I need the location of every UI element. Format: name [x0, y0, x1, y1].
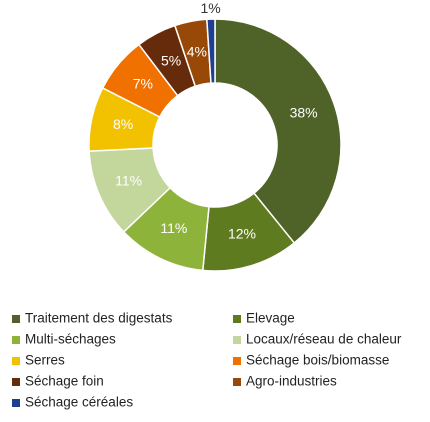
legend-label: Séchage foin — [25, 374, 104, 389]
data-label: 11% — [115, 173, 142, 189]
legend-label: Multi-séchages — [25, 332, 116, 347]
legend-label: Locaux/réseau de chaleur — [246, 332, 402, 347]
legend-label: Agro-industries — [246, 374, 337, 389]
legend-swatch — [12, 336, 20, 344]
legend-swatch — [12, 357, 20, 365]
legend-swatch — [233, 378, 241, 386]
slice — [214, 18, 342, 245]
legend-swatch — [233, 357, 241, 365]
data-label: 4% — [187, 43, 207, 59]
legend-label: Séchage céréales — [25, 395, 133, 410]
data-label: 5% — [161, 53, 181, 69]
legend-label: Serres — [25, 353, 65, 368]
legend-swatch — [233, 315, 241, 323]
legend-swatch — [12, 315, 20, 323]
data-label: 38% — [290, 104, 318, 120]
legend-label: Traitement des digestats — [25, 311, 173, 326]
data-label: 12% — [228, 226, 256, 242]
data-label: 11% — [160, 220, 187, 236]
data-label: 8% — [113, 116, 133, 132]
legend-label: Elevage — [246, 311, 295, 326]
data-label: 7% — [133, 75, 153, 91]
data-label: 1% — [200, 0, 220, 16]
legend-label: Séchage bois/biomasse — [246, 353, 389, 368]
slice — [206, 18, 216, 84]
legend-swatch — [12, 378, 20, 386]
legend-swatch — [233, 336, 241, 344]
legend-swatch — [12, 399, 20, 407]
